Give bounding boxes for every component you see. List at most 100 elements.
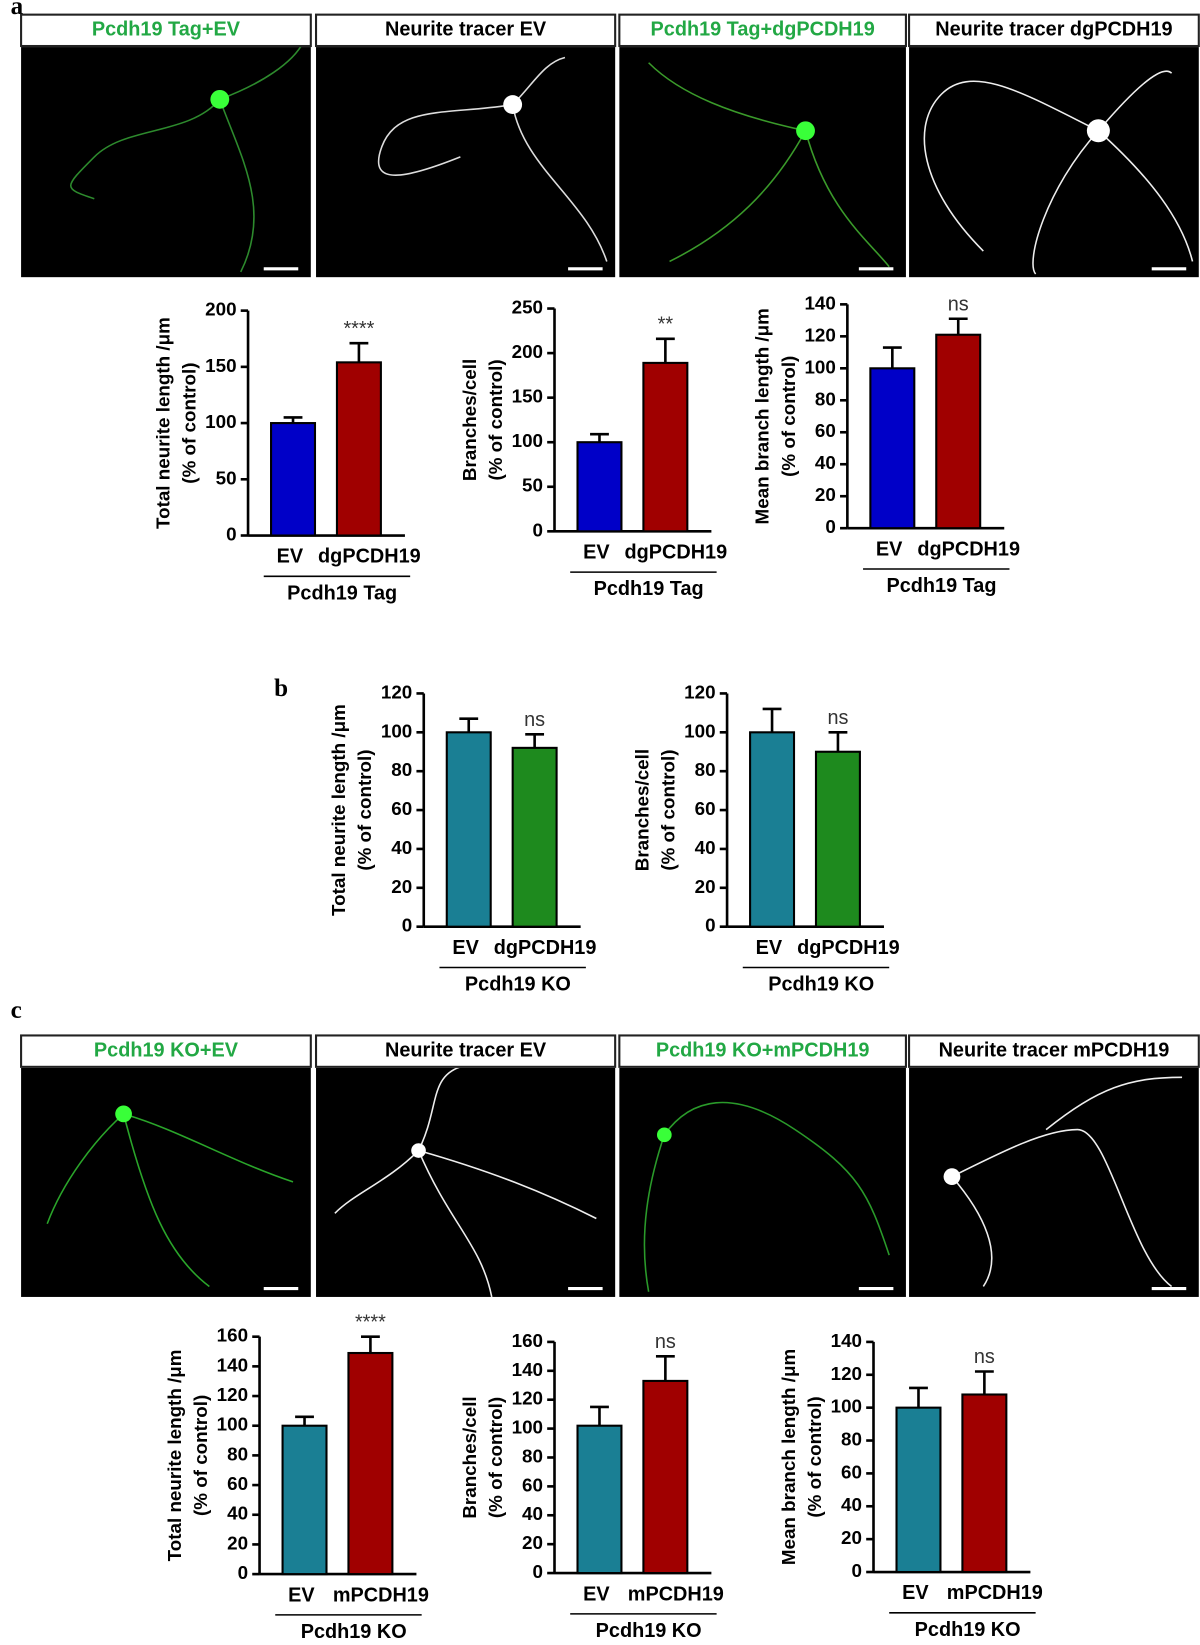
y-tick-label: 60 [695, 798, 716, 819]
y-tick-label: 120 [684, 681, 715, 702]
significance: ns [655, 1331, 676, 1353]
y-tick-label: 80 [815, 388, 836, 409]
panel-letter: b [274, 675, 288, 702]
image-label-box [908, 1034, 1200, 1068]
micrograph [619, 47, 906, 278]
image-label-box [20, 1034, 312, 1068]
group-label: Pcdh19 KO [465, 974, 571, 996]
y-tick-label: 0 [226, 523, 236, 544]
image-label: Pcdh19 Tag+EV [92, 19, 241, 41]
y-tick-label: 100 [684, 720, 715, 741]
y-tick-label: 140 [217, 1354, 248, 1375]
image-label: Neurite tracer EV [385, 19, 547, 41]
micrograph [316, 1067, 616, 1297]
x-tick-label: EV [902, 1582, 929, 1604]
panel-letter: c [11, 997, 22, 1024]
y-axis-label: Mean branch length /μm [752, 308, 773, 524]
bar [642, 1379, 689, 1575]
y-tick-label: 100 [217, 1414, 248, 1435]
bar [869, 367, 916, 530]
y-axis-label: Branches/cell [631, 749, 652, 871]
y-tick-label: 140 [804, 292, 835, 313]
image-label-box [314, 13, 617, 48]
y-tick-label: 20 [522, 1532, 543, 1553]
x-tick-label: dgPCDH19 [917, 538, 1020, 560]
y-tick-label: 250 [512, 297, 543, 318]
y-axis-label: Mean branch length /μm [778, 1349, 799, 1565]
y-tick-label: 40 [695, 837, 716, 858]
micrograph [909, 47, 1199, 278]
y-tick-label: 150 [205, 355, 236, 376]
y-axis-label: (% of control) [178, 362, 199, 483]
y-tick-label: 0 [705, 915, 715, 936]
bar [895, 1406, 942, 1574]
y-tick-label: 60 [815, 420, 836, 441]
image-label-box [908, 13, 1200, 48]
significance: ** [658, 313, 674, 335]
y-tick-label: 0 [852, 1560, 862, 1581]
y-tick-label: 40 [815, 452, 836, 473]
y-tick-label: 0 [533, 1561, 543, 1582]
bar [642, 361, 689, 533]
image-label: Neurite tracer dgPCDH19 [935, 19, 1172, 41]
y-tick-label: 0 [533, 519, 543, 540]
bar [281, 1424, 328, 1576]
y-tick-label: 40 [227, 1503, 248, 1524]
micrograph [21, 47, 311, 278]
y-tick-label: 120 [381, 681, 412, 702]
y-axis-label: (% of control) [485, 359, 506, 480]
y-axis-label: Total neurite length /μm [152, 317, 173, 529]
significance: ns [524, 709, 545, 731]
y-tick-label: 120 [831, 1363, 862, 1384]
y-tick-label: 100 [512, 1417, 543, 1438]
image-label: Pcdh19 Tag+dgPCDH19 [651, 19, 875, 41]
bar [445, 731, 492, 928]
group-label: Pcdh19 Tag [594, 578, 704, 600]
group-label: Pcdh19 KO [915, 1619, 1021, 1640]
bar [576, 441, 623, 533]
image-label: Pcdh19 KO+mPCDH19 [656, 1039, 870, 1061]
group-label: Pcdh19 KO [768, 974, 874, 996]
x-tick-label: mPCDH19 [947, 1582, 1043, 1604]
y-axis-label: Branches/cell [459, 359, 480, 481]
y-tick-label: 120 [512, 1388, 543, 1409]
y-axis-label: Total neurite length /μm [164, 1349, 185, 1561]
image-label: Neurite tracer EV [385, 1039, 547, 1061]
bar [814, 750, 861, 928]
y-axis-label: Branches/cell [459, 1396, 480, 1518]
y-axis-label: Total neurite length /μm [328, 704, 349, 916]
y-tick-label: 40 [841, 1494, 862, 1515]
image-label: Neurite tracer mPCDH19 [939, 1039, 1170, 1061]
x-tick-label: EV [876, 538, 903, 560]
y-axis-label: (% of control) [778, 356, 799, 477]
image-label: Pcdh19 KO+EV [94, 1039, 239, 1061]
bar [576, 1424, 623, 1575]
bar [270, 422, 317, 537]
y-tick-label: 100 [205, 411, 236, 432]
bar [935, 333, 982, 530]
micrograph [21, 1067, 311, 1297]
y-tick-label: 50 [216, 467, 237, 488]
y-tick-label: 100 [381, 720, 412, 741]
y-tick-label: 120 [804, 324, 835, 345]
y-tick-label: 100 [831, 1396, 862, 1417]
x-tick-label: EV [288, 1584, 315, 1606]
y-tick-label: 20 [227, 1532, 248, 1553]
significance: **** [343, 318, 374, 340]
y-tick-label: 100 [804, 356, 835, 377]
image-label-box [618, 13, 907, 48]
y-tick-label: 160 [217, 1325, 248, 1346]
y-tick-label: 60 [841, 1461, 862, 1482]
y-tick-label: 0 [402, 915, 412, 936]
image-label-box [314, 1034, 617, 1068]
y-tick-label: 160 [512, 1330, 543, 1351]
y-tick-label: 40 [391, 837, 412, 858]
x-tick-label: EV [583, 1583, 610, 1605]
x-tick-label: dgPCDH19 [494, 937, 597, 959]
y-tick-label: 20 [841, 1527, 862, 1548]
y-tick-label: 200 [205, 299, 236, 320]
x-tick-label: mPCDH19 [628, 1583, 724, 1605]
group-label: Pcdh19 KO [596, 1620, 702, 1640]
y-tick-label: 20 [815, 484, 836, 505]
